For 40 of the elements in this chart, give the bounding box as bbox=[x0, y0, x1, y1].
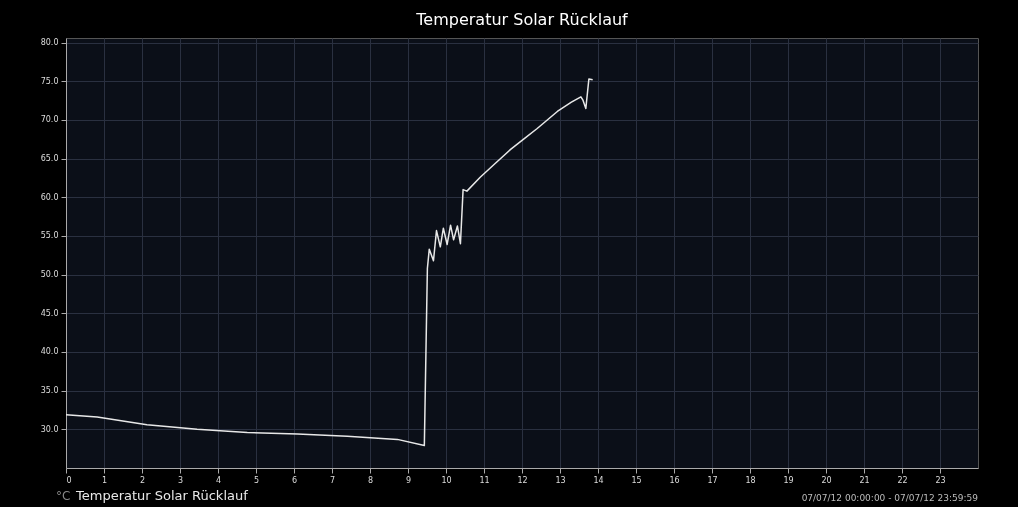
x-tick-label: 12 bbox=[517, 475, 528, 485]
x-tick-label: 4 bbox=[215, 475, 222, 485]
x-tick-label: 7 bbox=[329, 475, 336, 485]
y-tick-label: 65.0 bbox=[40, 154, 59, 164]
y-tick-label: 30.0 bbox=[40, 424, 59, 434]
x-tick-label: 9 bbox=[405, 475, 412, 485]
x-tick-label: 1 bbox=[101, 475, 108, 485]
x-tick-label: 20 bbox=[821, 475, 832, 485]
x-tick-label: 8 bbox=[367, 475, 374, 485]
y-tick-label: 55.0 bbox=[40, 231, 59, 241]
x-tick-label: 18 bbox=[745, 475, 756, 485]
y-tick-label: 60.0 bbox=[40, 192, 59, 202]
x-tick-label: 19 bbox=[783, 475, 794, 485]
x-tick-label: 10 bbox=[441, 475, 452, 485]
text: Temperatur Solar Rücklauf bbox=[75, 488, 249, 503]
y-tick-label: 45.0 bbox=[40, 308, 59, 318]
y-tick-label: 35.0 bbox=[40, 386, 59, 396]
x-tick-label: 14 bbox=[593, 475, 604, 485]
y-tick-label: 70.0 bbox=[40, 115, 59, 125]
line-series bbox=[65, 78, 594, 447]
x-tick-label: 15 bbox=[631, 475, 642, 485]
x-tick-label: 5 bbox=[253, 475, 260, 485]
x-tick-label: 11 bbox=[479, 475, 490, 485]
y-tick-label: 40.0 bbox=[40, 347, 59, 357]
x-tick-label: 2 bbox=[139, 475, 146, 485]
x-tick-label: 0 bbox=[66, 475, 72, 485]
text: 07/07/12 00:00:00 - 07/07/12 23:59:59 bbox=[801, 493, 979, 503]
chart-title: Temperatur Solar Rücklauf bbox=[415, 10, 629, 29]
y-tick-label: 75.0 bbox=[40, 76, 59, 86]
y-tick-label: 80.0 bbox=[40, 38, 59, 48]
x-tick-label: 6 bbox=[291, 475, 298, 485]
x-tick-label: 22 bbox=[897, 475, 908, 485]
x-tick-label: 17 bbox=[707, 475, 718, 485]
x-tick-label: 3 bbox=[177, 475, 184, 485]
y-axis-title: °C bbox=[56, 489, 71, 503]
x-tick-label: 23 bbox=[935, 475, 946, 485]
y-tick-label: 50.0 bbox=[40, 270, 59, 280]
x-tick-label: 16 bbox=[669, 475, 680, 485]
x-tick-label: 13 bbox=[555, 475, 566, 485]
x-tick-label: 21 bbox=[859, 475, 870, 485]
